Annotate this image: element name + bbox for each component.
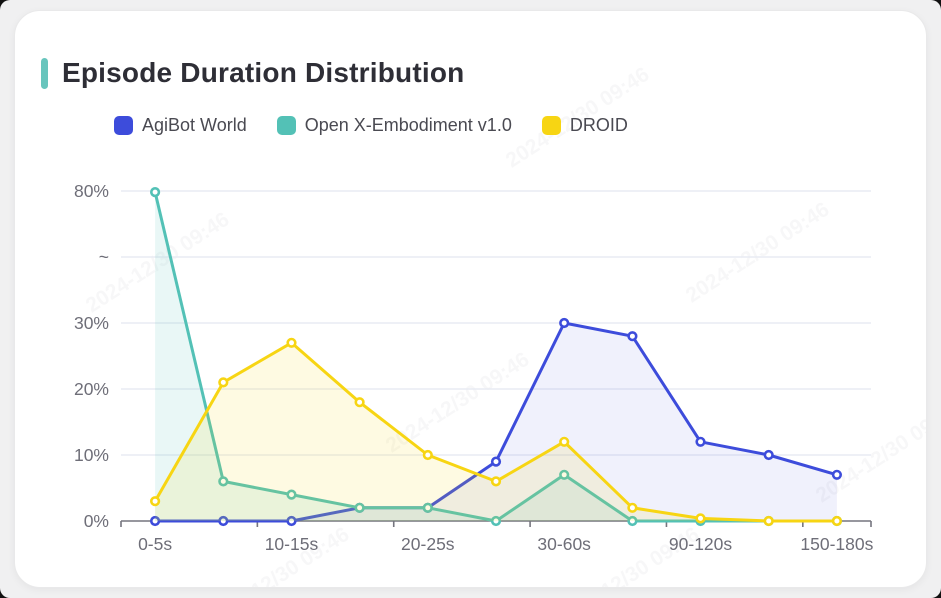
data-point-agibot-world-0-5s[interactable] bbox=[150, 515, 161, 527]
data-point-droid-150-180s[interactable] bbox=[831, 515, 843, 527]
data-point-droid-20-25s[interactable] bbox=[422, 449, 433, 461]
series-area-droid bbox=[155, 342, 837, 521]
card-header: Episode Duration Distribution bbox=[41, 57, 464, 89]
data-point-droid-0-5s[interactable] bbox=[150, 496, 161, 507]
data-point-open-x-embodiment-v1-0-10-15s[interactable] bbox=[286, 489, 297, 500]
y-axis-label: 10% bbox=[74, 445, 109, 465]
y-axis-label: 0% bbox=[84, 511, 109, 531]
data-point-droid-120-150s[interactable] bbox=[763, 515, 774, 527]
legend-label: AgiBot World bbox=[142, 115, 247, 135]
data-point-agibot-world-30-60s[interactable] bbox=[559, 317, 570, 329]
legend-swatch-agibot-world bbox=[114, 116, 133, 135]
data-point-agibot-world-150-180s[interactable] bbox=[831, 469, 843, 480]
data-point-open-x-embodiment-v1-0-5-10s[interactable] bbox=[218, 476, 229, 487]
legend-swatch-droid bbox=[541, 116, 561, 135]
data-point-open-x-embodiment-v1-0-25-30s[interactable] bbox=[490, 515, 502, 527]
x-axis-label: 30-60s bbox=[537, 534, 591, 554]
data-point-agibot-world-10-15s[interactable] bbox=[286, 515, 297, 527]
data-point-open-x-embodiment-v1-0-0-5s[interactable] bbox=[150, 187, 161, 198]
legend-item-droid[interactable]: DROID bbox=[541, 115, 628, 136]
legend-swatch-open-x-embodiment-v1-0 bbox=[276, 116, 296, 135]
data-point-open-x-embodiment-v1-0-30-60s[interactable] bbox=[559, 469, 570, 480]
data-point-open-x-embodiment-v1-0-15-20s[interactable] bbox=[354, 502, 365, 513]
page-title: Episode Duration Distribution bbox=[62, 57, 465, 88]
legend-item-agibot-world[interactable]: AgiBot World bbox=[114, 115, 247, 136]
duration-distribution-chart: 0% 10% 20% 30% ~80% 0-5s 10-15s 20-25s 30-60s 90-… bbox=[74, 181, 874, 554]
data-point-droid-30-60s[interactable] bbox=[559, 436, 570, 447]
y-axis-label: 20% bbox=[74, 379, 109, 399]
y-axis-label: 30% bbox=[74, 313, 109, 333]
x-axis-label: 150-180s bbox=[800, 534, 873, 554]
data-point-agibot-world-90-120s[interactable] bbox=[695, 436, 706, 447]
x-axis-label: 0-5s bbox=[138, 534, 172, 554]
data-point-droid-60-90s[interactable] bbox=[627, 502, 638, 513]
data-point-droid-15-20s[interactable] bbox=[354, 397, 365, 408]
data-point-droid-5-10s[interactable] bbox=[218, 377, 229, 388]
x-axis-label: 90-120s bbox=[669, 534, 732, 554]
x-axis-label: 10-15s bbox=[265, 534, 319, 554]
data-point-agibot-world-5-10s[interactable] bbox=[218, 515, 229, 527]
data-point-droid-90-120s[interactable] bbox=[695, 513, 706, 524]
y-axis-label: ~ bbox=[99, 247, 109, 267]
series-droid bbox=[150, 337, 843, 527]
series-area-agibot-world bbox=[155, 323, 837, 521]
legend-item-open-x-embodiment-v1-0[interactable]: Open X-Embodiment v1.0 bbox=[276, 115, 512, 136]
data-point-agibot-world-120-150s[interactable] bbox=[763, 449, 774, 461]
data-point-agibot-world-60-90s[interactable] bbox=[627, 331, 638, 342]
data-point-droid-10-15s[interactable] bbox=[286, 337, 297, 348]
chart-legend: AgiBot World Open X-Embodiment v1.0 DROID bbox=[114, 115, 628, 136]
x-axis-label: 20-25s bbox=[401, 534, 455, 554]
chart-card: 2024-12/30 09:462024-12/30 09:462024-12/… bbox=[14, 10, 927, 588]
y-axis-label: 80% bbox=[74, 181, 109, 201]
data-point-droid-25-30s[interactable] bbox=[490, 476, 502, 487]
legend-label: Open X-Embodiment v1.0 bbox=[304, 115, 512, 135]
title-accent-bar bbox=[41, 57, 48, 89]
data-point-open-x-embodiment-v1-0-60-90s[interactable] bbox=[627, 515, 638, 527]
data-point-open-x-embodiment-v1-0-20-25s[interactable] bbox=[422, 502, 433, 513]
series-area-open-x-embodiment-v1-0 bbox=[155, 192, 837, 521]
legend-label: DROID bbox=[569, 115, 628, 135]
data-point-agibot-world-25-30s[interactable] bbox=[490, 456, 502, 467]
